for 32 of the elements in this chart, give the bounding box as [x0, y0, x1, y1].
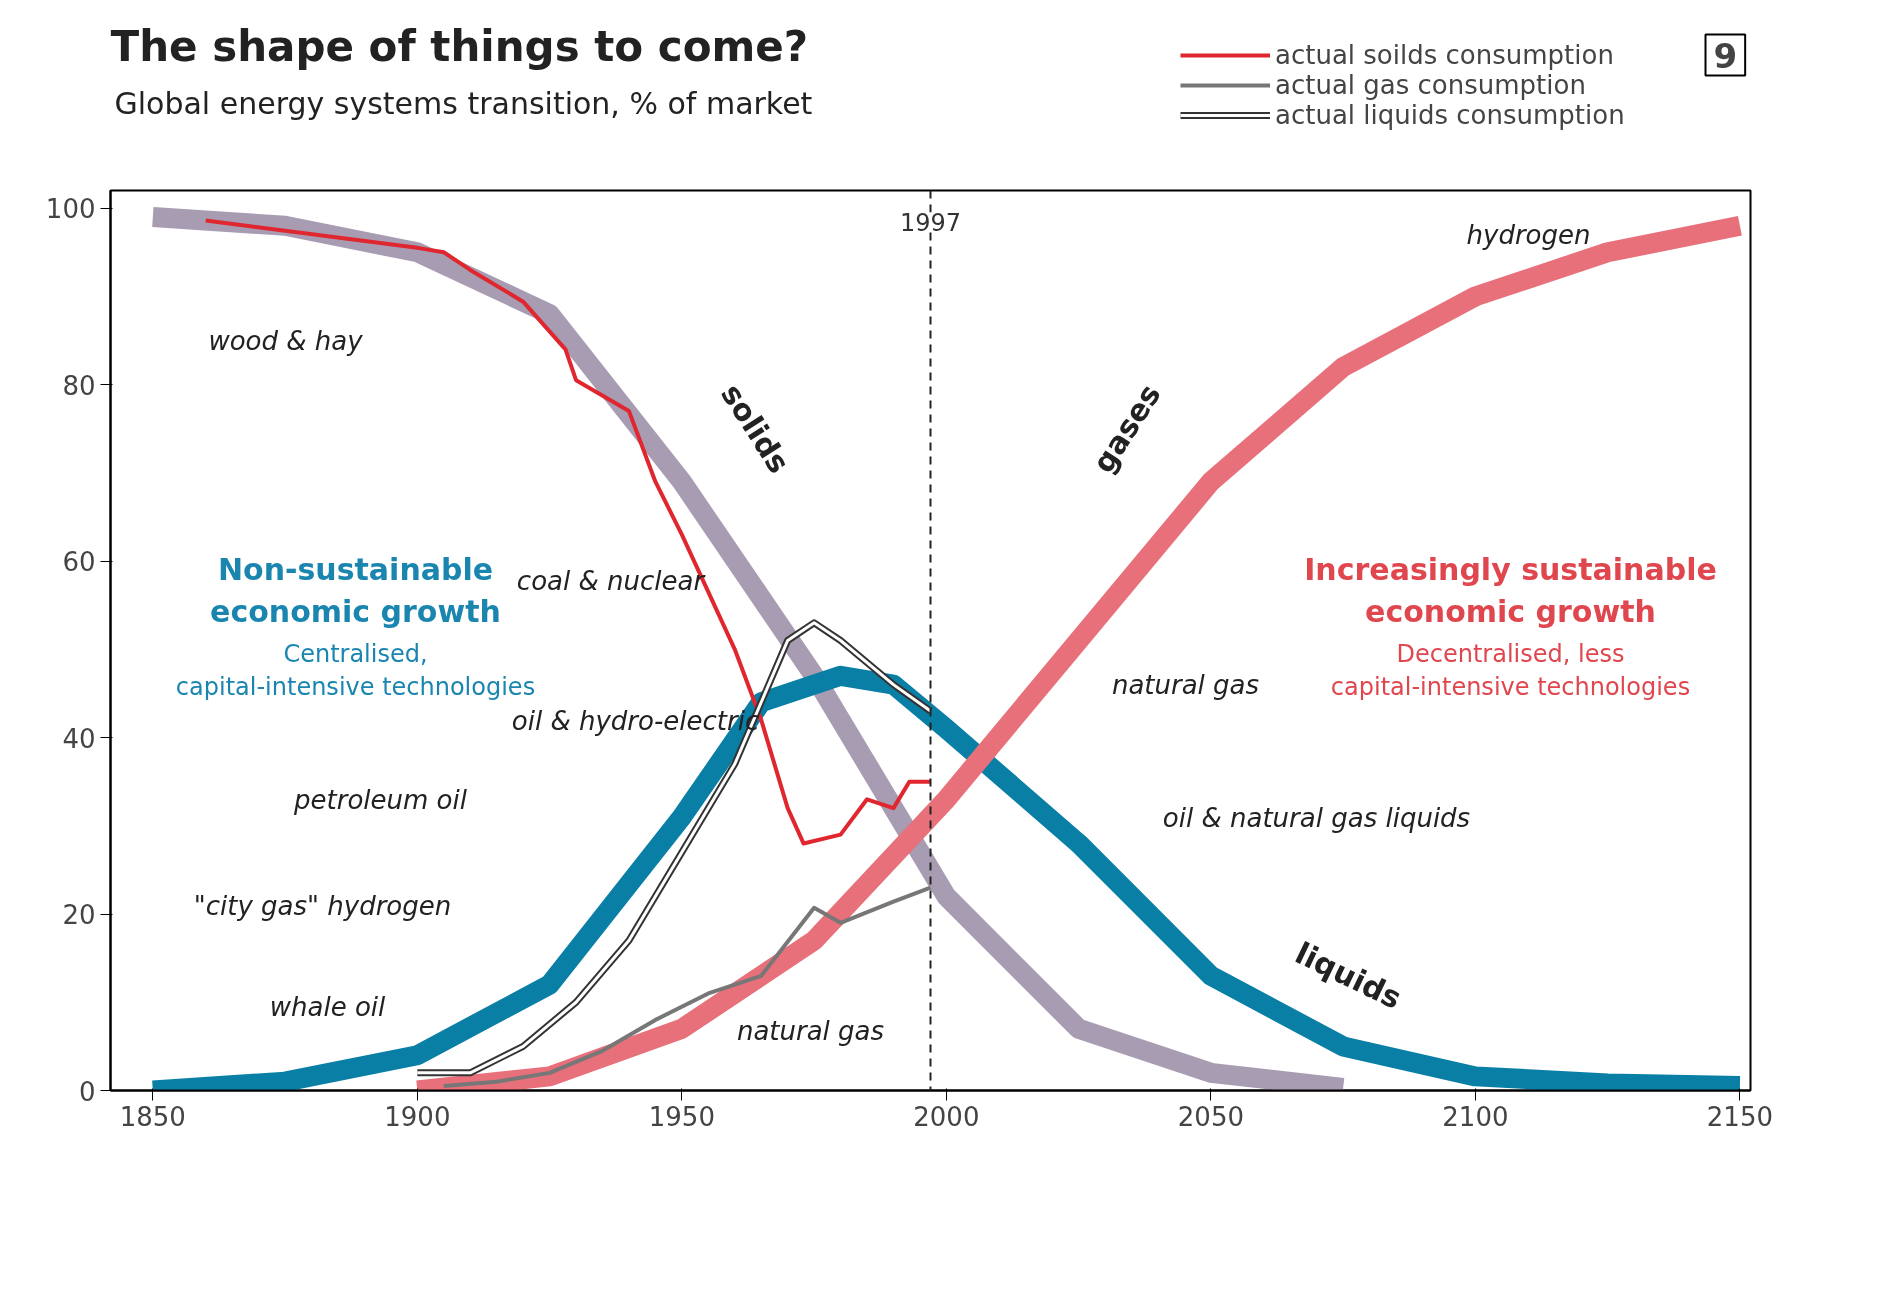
annotation: Non-sustainable economic growth	[210, 552, 501, 629]
y-tick-label: 20	[62, 900, 96, 931]
annotation: whale oil	[269, 991, 387, 1022]
x-tick-label: 1900	[384, 1101, 451, 1132]
legend-label: actual gas consumption	[1275, 70, 1586, 100]
annotation: Increasingly sustainable economic growth	[1304, 552, 1717, 629]
annotation: "city gas" hydrogen	[193, 890, 452, 921]
y-tick-label: 60	[62, 547, 96, 578]
annotation: wood & hay	[208, 325, 364, 356]
annotation: Centralised, capital-intensive technologies	[175, 639, 536, 702]
text: 9	[1713, 35, 1738, 76]
x-tick-label: 2050	[1177, 1101, 1244, 1132]
x-tick-label: 2100	[1442, 1101, 1509, 1132]
annotation: natural gas	[736, 1015, 885, 1046]
chart-title: The shape of things to come?	[110, 21, 809, 71]
annotation: Decentralised, less capital-intensive technologies	[1330, 639, 1691, 702]
legend-label: actual soilds consumption	[1275, 40, 1614, 70]
y-tick-label: 80	[62, 370, 96, 401]
chart-subtitle: Global energy systems transition, % of market	[114, 85, 813, 121]
annotation: petroleum oil	[293, 784, 468, 815]
y-tick-label: 40	[62, 723, 96, 754]
y-tick-label: 0	[78, 1076, 96, 1107]
annotation: natural gas	[1111, 669, 1260, 700]
annotation: oil & natural gas liquids	[1162, 802, 1471, 833]
legend-label: actual liquids consumption	[1275, 100, 1625, 130]
x-tick-label: 1850	[119, 1101, 186, 1132]
x-tick-label: 1950	[648, 1101, 715, 1132]
y-tick-label: 100	[45, 194, 96, 225]
x-tick-label: 2000	[913, 1101, 980, 1132]
x-tick-label: 2150	[1706, 1101, 1774, 1132]
ref-line-label: 1997	[899, 208, 962, 237]
annotation: hydrogen	[1466, 219, 1591, 250]
